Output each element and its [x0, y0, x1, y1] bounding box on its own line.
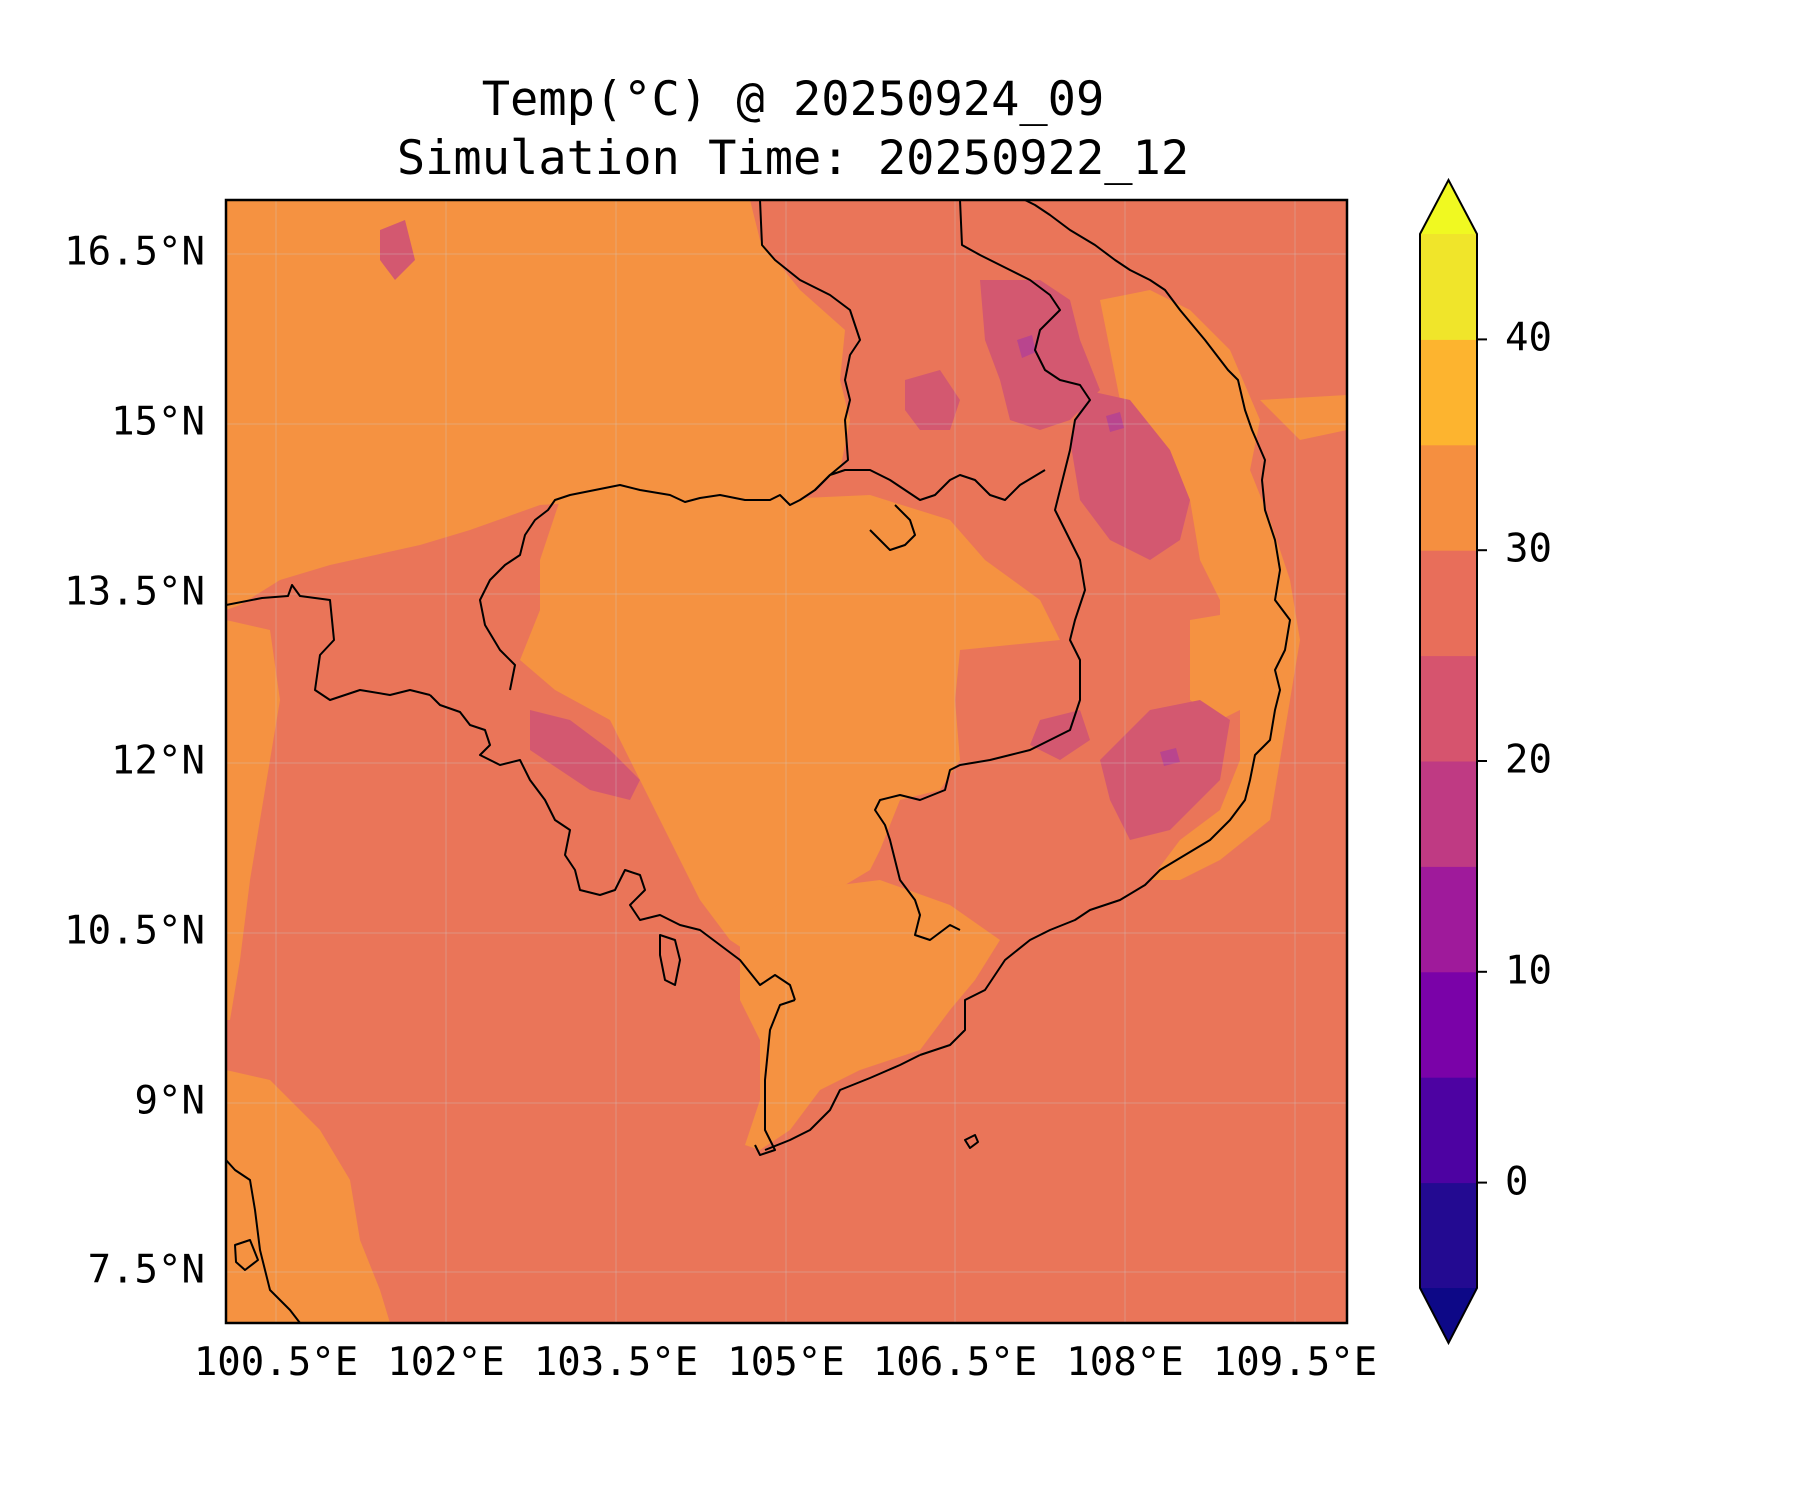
- lon-label: 109.5°E: [1213, 1340, 1377, 1385]
- colorbar-segment: [1420, 234, 1477, 340]
- lat-label: 7.5°N: [88, 1248, 205, 1293]
- warm-region-southwest: [226, 1070, 390, 1323]
- colorbar-tick-label: 20: [1505, 738, 1552, 783]
- warm-region-west-coast: [226, 620, 280, 1020]
- island-samui: [234, 1239, 259, 1271]
- title-line-1: Temp(°C) @ 20250924_09: [481, 72, 1105, 127]
- lat-label: 9°N: [135, 1079, 205, 1124]
- cool-patch-dalat: [1100, 700, 1230, 840]
- lat-label: 13.5°N: [64, 570, 205, 615]
- colorbar-segment: [1420, 655, 1477, 762]
- colorbar-extend-max: [1420, 180, 1477, 234]
- colorbar-segment: [1420, 761, 1477, 867]
- colorbar-segment: [1420, 1182, 1477, 1289]
- coast-gulf-east: [429, 694, 796, 1001]
- coast-malay-west: [226, 1159, 301, 1323]
- border-laos-cambodia: [484, 200, 861, 591]
- colorbar-tick-label: 40: [1505, 316, 1552, 361]
- coast-vietnam-east: [919, 200, 1291, 1056]
- colorbar-outline: [1419, 177, 1478, 1346]
- coastlines-borders: [226, 200, 1291, 1323]
- island-phu-quoc: [659, 934, 681, 986]
- colorbar-tick-label: 30: [1505, 527, 1552, 572]
- border-laos-vietnam: [874, 200, 1091, 941]
- title-line-2: Simulation Time: 20250922_12: [396, 131, 1190, 186]
- colorbar-extend-min: [1420, 1288, 1477, 1343]
- warm-region-north: [226, 200, 850, 610]
- warm-region-central-highlands: [1190, 610, 1270, 720]
- colorbar-segment: [1420, 550, 1477, 657]
- cool-patch-laos-plateau: [980, 280, 1100, 430]
- colorbar-segment: [1420, 1077, 1477, 1184]
- lon-label: 103.5°E: [534, 1340, 698, 1385]
- cold-spot-1: [1017, 335, 1036, 358]
- colorbar-labels: 40 30 20 10 0: [1505, 316, 1552, 1205]
- lon-label: 102°E: [387, 1340, 504, 1385]
- coast-thailand-west-upper: [479, 589, 516, 691]
- cool-patch-kontum: [1070, 390, 1190, 560]
- warm-region-east-coast: [1100, 290, 1300, 880]
- lat-label: 12°N: [111, 739, 205, 784]
- colorbar-tick-label: 0: [1505, 1160, 1528, 1205]
- warm-region-mekong-delta: [740, 880, 1000, 1150]
- warm-region-sea-east: [1260, 395, 1347, 440]
- temperature-map: [226, 200, 1347, 1323]
- lon-label: 100.5°E: [194, 1340, 358, 1385]
- warm-region-cambodia: [520, 490, 1060, 960]
- colorbar-segment: [1420, 444, 1477, 551]
- colorbar-segment: [1420, 971, 1477, 1078]
- border-thailand-cambodia: [226, 584, 431, 701]
- cold-spot-2: [1106, 412, 1124, 432]
- coast-mekong-west: [754, 999, 796, 1156]
- cool-patch-cardamom: [530, 710, 640, 800]
- cold-spot-3: [1160, 748, 1180, 766]
- island-con-dao: [964, 1134, 979, 1149]
- map-title: Temp(°C) @ 20250924_09 Simulation Time: …: [226, 70, 1360, 188]
- map-frame: [224, 198, 1349, 1325]
- lat-label: 15°N: [111, 400, 205, 445]
- colorbar-segment: [1420, 866, 1477, 973]
- border-cambodia-vietnam-south: [869, 504, 916, 551]
- coast-mekong-south: [764, 1054, 921, 1151]
- lat-label: 16.5°N: [64, 230, 205, 275]
- colorbar-segment: [1420, 339, 1477, 446]
- lon-label: 108°E: [1066, 1340, 1183, 1385]
- cool-patch-laos-west: [905, 370, 960, 430]
- colorbar: [1419, 177, 1487, 1346]
- graticule: [226, 200, 1347, 1323]
- lat-label: 10.5°N: [64, 909, 205, 954]
- colorbar-tick-label: 10: [1505, 949, 1552, 994]
- longitude-labels: 100.5°E 102°E 103.5°E 105°E 106.5°E 108°…: [194, 1340, 1377, 1385]
- cool-patch-north: [380, 220, 415, 280]
- border-cambodia-vietnam-north: [814, 469, 1046, 501]
- lon-label: 105°E: [727, 1340, 844, 1385]
- lon-label: 106.5°E: [873, 1340, 1037, 1385]
- latitude-labels: 16.5°N 15°N 13.5°N 12°N 10.5°N 9°N 7.5°N: [64, 230, 205, 1293]
